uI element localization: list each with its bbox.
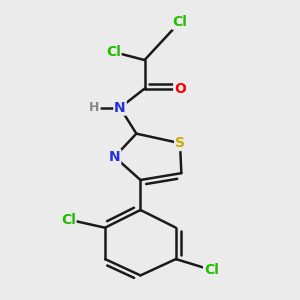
Text: H: H	[89, 101, 99, 114]
Text: O: O	[174, 82, 186, 96]
Text: S: S	[175, 136, 185, 150]
Text: Cl: Cl	[61, 212, 76, 226]
Text: N: N	[109, 150, 120, 164]
Text: Cl: Cl	[106, 45, 121, 59]
Text: N: N	[114, 101, 126, 115]
Text: Cl: Cl	[204, 263, 219, 277]
Text: Cl: Cl	[172, 15, 188, 29]
